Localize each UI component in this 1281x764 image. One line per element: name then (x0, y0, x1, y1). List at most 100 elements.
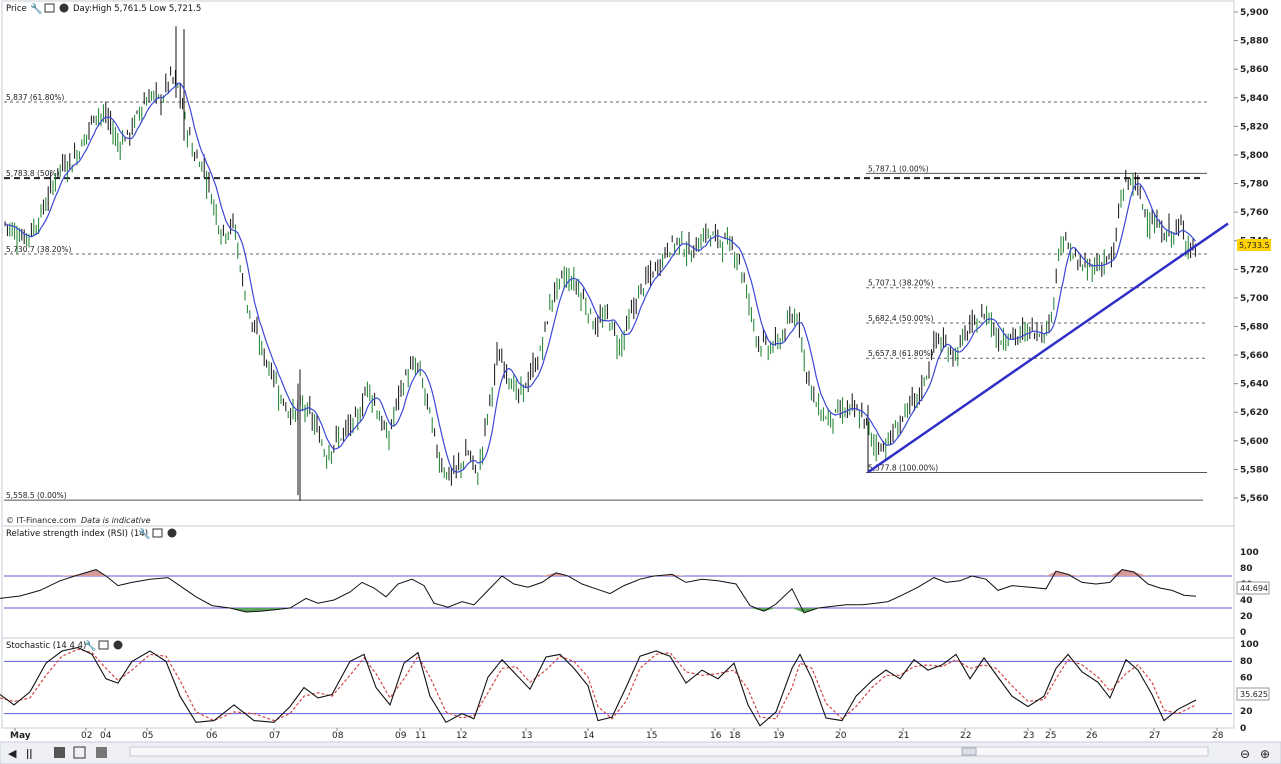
close-icon[interactable] (167, 528, 177, 538)
rsi-line (0, 569, 1197, 614)
rsi-overbought-fill (1122, 569, 1134, 576)
price-panel (1, 0, 1235, 527)
window-icon[interactable] (152, 528, 163, 538)
x-tick-label: 16 (710, 731, 722, 741)
price-y-tick-label: 5,580 (1240, 465, 1268, 475)
stoch-panel (1, 637, 1235, 729)
wrench-icon[interactable]: 🔧 (138, 527, 150, 540)
price-y-tick-label: 5,700 (1240, 294, 1268, 304)
stoch-last-badge (1236, 687, 1270, 701)
x-tick-label: 09 (395, 731, 407, 741)
x-tick-label: 21 (898, 731, 909, 741)
rsi-last-badge (1236, 581, 1270, 595)
x-tick-label: 23 (1023, 731, 1034, 741)
rsi-y-tick-label: 100 (1240, 548, 1259, 558)
x-tick-label: 19 (773, 731, 785, 741)
stoch-y-tick-label: 100 (1240, 640, 1259, 650)
x-tick-label: 04 (100, 731, 112, 741)
price-panel-title: Price (6, 4, 27, 14)
stoch-d-line (0, 648, 1197, 722)
price-panel-info: Day:High 5,761.5 Low 5,721.5 (73, 4, 201, 14)
stoch-panel-title: Stochastic (14 4 4) (6, 641, 86, 651)
x-tick-label: 11 (415, 731, 426, 741)
stoch-y-tick-label: 0 (1240, 724, 1246, 734)
x-tick-label: 22 (960, 731, 971, 741)
rsi-series (0, 569, 1232, 614)
rsi-panel-icons: 🔧 (138, 527, 177, 540)
x-tick-label: 14 (583, 731, 595, 741)
price-y-axis: 5,900 5,880 5,860 5,840 5,820 5,800 5,780 5,760… (1234, 8, 1268, 504)
price-panel-icons: 🔧 (30, 2, 69, 15)
price-moving-average (4, 82, 1196, 473)
scrollbar-track[interactable] (129, 746, 1209, 757)
x-tick-label: 05 (142, 731, 153, 741)
scrollbar-thumb[interactable] (961, 747, 977, 756)
x-tick-label: 15 (646, 731, 657, 741)
rsi-oversold-fill (792, 608, 804, 613)
x-tick-label: May (10, 731, 31, 741)
price-y-tick-label: 5,620 (1240, 408, 1268, 418)
wrench-icon[interactable]: 🔧 (30, 2, 42, 15)
x-tick-label: 12 (456, 731, 467, 741)
fib-level-label: 5,682.4 (50.00%) (868, 314, 934, 323)
price-y-tick-label: 5,840 (1240, 94, 1268, 104)
price-y-tick-label: 5,800 (1240, 151, 1268, 161)
zoom-out-icon[interactable]: ⊖ (1240, 747, 1250, 761)
rsi-y-tick-label: 80 (1240, 564, 1253, 574)
rsi-oversold-fill (764, 608, 776, 612)
watermark: © IT-Finance.com (6, 516, 76, 525)
rsi-y-tick-label: 40 (1240, 596, 1253, 606)
fib-level-label: 5,787.1 (0.00%) (868, 164, 929, 173)
price-y-tick-label: 5,880 (1240, 37, 1268, 47)
price-y-tick-label: 5,560 (1240, 494, 1268, 504)
x-tick-label: 26 (1086, 731, 1098, 741)
toolbar-icons: ◀ ǀǀ ⊖ ⊕ (8, 746, 1270, 761)
chart-style-icon[interactable] (96, 747, 107, 758)
x-tick-label: 27 (1149, 731, 1160, 741)
x-tick-label: 02 (81, 731, 92, 741)
price-y-tick-label: 5,720 (1240, 265, 1268, 275)
stoch-k-line (0, 646, 1197, 727)
rsi-last-label: 44.694 (1240, 584, 1268, 593)
stoch-y-tick-label: 60 (1240, 674, 1253, 684)
watermark-note: Data is indicative (81, 516, 151, 525)
rsi-panel (1, 525, 1235, 639)
wrench-icon[interactable]: 🔧 (84, 639, 96, 652)
fib-level-label: 5,707.1 (38.20%) (868, 279, 934, 288)
x-tick-label: 08 (332, 731, 344, 741)
rsi-y-tick-label: 0 (1240, 628, 1246, 638)
pan-left-icon[interactable]: ◀ (8, 747, 17, 760)
price-y-tick-label: 5,760 (1240, 208, 1268, 218)
rsi-panel-title: Relative strength index (RSI) (14) (6, 529, 148, 539)
rsi-oversold-fill (750, 608, 764, 612)
rsi-y-tick-label: 20 (1240, 612, 1253, 622)
fib-level-label: 5,730.7 (38.20%) (6, 245, 72, 254)
window-icon[interactable] (98, 640, 109, 650)
window-icon[interactable] (44, 3, 55, 13)
x-tick-label: 13 (521, 731, 532, 741)
price-y-tick-label: 5,680 (1240, 322, 1268, 332)
zoom-in-icon[interactable]: ⊕ (1260, 747, 1270, 761)
calc-icon[interactable] (54, 747, 65, 758)
close-icon[interactable] (59, 3, 69, 13)
price-bars (4, 26, 1196, 501)
stoch-y-axis: 100806040200 (1240, 640, 1259, 734)
fib-level-label: 5,837 (61.80%) (6, 93, 64, 102)
price-y-tick-label: 5,780 (1240, 180, 1268, 190)
price-y-tick-label: 5,860 (1240, 65, 1268, 75)
x-tick-label: 18 (729, 731, 741, 741)
rsi-overbought-fill (1110, 569, 1122, 576)
fib-level-label: 5,783.8 (50%) (6, 169, 60, 178)
x-axis: May 02 04 05 06 07 08 09 11 12 13 14 15 16 18 19 20 21 22 2… (10, 728, 1224, 741)
stoch-series (0, 646, 1232, 727)
stoch-y-tick-label: 80 (1240, 657, 1253, 667)
window-icon[interactable] (73, 746, 86, 759)
bar-style-icon[interactable]: ǀǀ (26, 747, 33, 760)
close-icon[interactable] (113, 640, 123, 650)
x-tick-label: 28 (1212, 731, 1224, 741)
trendline[interactable] (867, 222, 1229, 474)
fib-level-label: 5,577.8 (100.00%) (868, 464, 938, 473)
price-y-tick-label: 5,600 (1240, 437, 1268, 447)
fib-level-label: 5,558.5 (0.00%) (6, 491, 67, 500)
